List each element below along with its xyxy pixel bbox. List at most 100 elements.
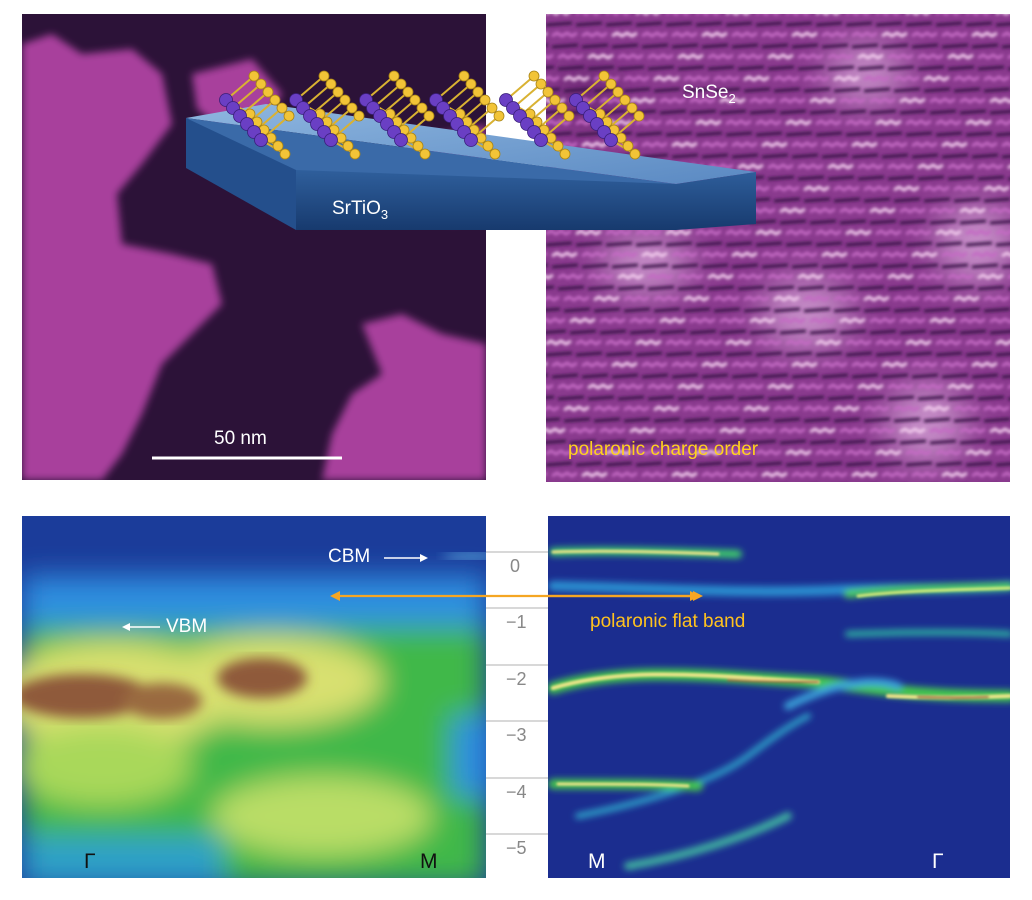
atomic-trough: [881, 153, 909, 159]
atomic-trough: [965, 21, 993, 27]
atomic-trough: [971, 373, 999, 379]
atomic-trough: [755, 461, 783, 467]
atomic-trough: [833, 417, 861, 423]
atomic-row: [953, 75, 980, 82]
atomic-trough: [839, 109, 867, 115]
se-atom: [472, 86, 484, 98]
atomic-trough: [546, 21, 573, 27]
atomic-trough: [737, 285, 765, 291]
atomic-trough: [785, 461, 813, 467]
se-atom: [255, 78, 267, 90]
se-atom: [458, 70, 470, 82]
atomic-row: [899, 207, 926, 214]
atomic-trough: [653, 87, 681, 93]
atomic-trough: [701, 153, 729, 159]
atomic-row: [983, 75, 1010, 82]
atomic-row: [923, 405, 950, 412]
atomic-row: [977, 383, 1004, 390]
atomic-row: [1001, 141, 1010, 148]
atomic-row: [809, 97, 836, 104]
atomic-trough: [971, 263, 999, 269]
atomic-row: [743, 405, 770, 412]
atomic-trough: [803, 197, 831, 203]
atomic-trough: [683, 87, 711, 93]
atomic-row: [917, 383, 944, 390]
atomic-row: [905, 449, 932, 456]
atomic-trough: [995, 132, 1010, 137]
atomic-row: [899, 317, 926, 324]
film-label: SnSe2: [682, 82, 736, 106]
atomic-trough: [863, 87, 891, 93]
atomic-row: [551, 31, 578, 38]
atomic-trough: [887, 285, 915, 291]
atomic-trough: [791, 153, 819, 159]
atomic-trough: [731, 263, 759, 269]
atomic-row: [779, 427, 806, 434]
atomic-trough: [635, 21, 663, 27]
atomic-row: [911, 141, 938, 148]
atomic-trough: [845, 241, 873, 247]
atomic-trough: [953, 417, 981, 423]
atomic-trough: [671, 263, 699, 269]
atomic-trough: [863, 307, 891, 313]
atomic-row: [605, 339, 632, 346]
atomic-row: [713, 295, 740, 302]
sn-atom: [324, 133, 338, 147]
atomic-row: [935, 119, 962, 126]
atomic-trough: [719, 329, 747, 335]
atomic-trough: [815, 131, 843, 137]
atomic-row: [977, 273, 1004, 280]
atomic-trough: [989, 109, 1010, 115]
atomic-trough: [953, 307, 981, 313]
atomic-trough: [1001, 374, 1010, 379]
atomic-trough: [791, 373, 819, 379]
atomic-row: [863, 185, 890, 192]
se-atom: [619, 94, 631, 106]
atomic-trough: [995, 242, 1010, 247]
atomic-row: [785, 229, 812, 236]
atomic-row: [773, 295, 800, 302]
atomic-row: [815, 339, 842, 346]
stm-atomic-panel: polaronic charge order: [546, 14, 1010, 482]
se-atom: [626, 102, 638, 114]
atomic-row: [671, 31, 698, 38]
atomic-row: [857, 163, 884, 170]
atomic-trough: [911, 373, 939, 379]
atomic-row: [581, 251, 608, 258]
atomic-trough: [833, 307, 861, 313]
atomic-row: [546, 405, 560, 412]
atomic-row: [731, 141, 758, 148]
atomic-trough: [713, 87, 741, 93]
atomic-trough: [677, 65, 705, 71]
atomic-row: [587, 53, 614, 60]
atomic-row: [683, 295, 710, 302]
atomic-trough: [773, 197, 801, 203]
atomic-row: [809, 427, 836, 434]
atomic-trough: [551, 263, 579, 269]
atomic-row: [881, 471, 908, 478]
se-atom: [349, 148, 361, 160]
atomic-trough: [623, 417, 651, 423]
se-atom: [486, 102, 498, 114]
atomic-row: [881, 31, 908, 38]
atomic-row: [995, 119, 1010, 126]
atomic-trough: [911, 263, 939, 269]
atomic-trough: [869, 329, 897, 335]
atomic-row: [971, 361, 998, 368]
atomic-trough: [947, 285, 975, 291]
atomic-row: [749, 97, 776, 104]
atomic-trough: [851, 373, 879, 379]
atomic-trough: [761, 263, 789, 269]
atomic-row: [839, 97, 866, 104]
atomic-row: [833, 405, 860, 412]
atomic-trough: [546, 351, 573, 357]
atomic-trough: [623, 307, 651, 313]
se-atom: [419, 148, 431, 160]
atomic-row: [911, 471, 938, 478]
atomic-row: [731, 31, 758, 38]
atomic-trough: [995, 352, 1010, 357]
atomic-row: [737, 163, 764, 170]
atomic-row: [641, 251, 668, 258]
atomic-row: [551, 361, 578, 368]
atomic-row: [665, 119, 692, 126]
